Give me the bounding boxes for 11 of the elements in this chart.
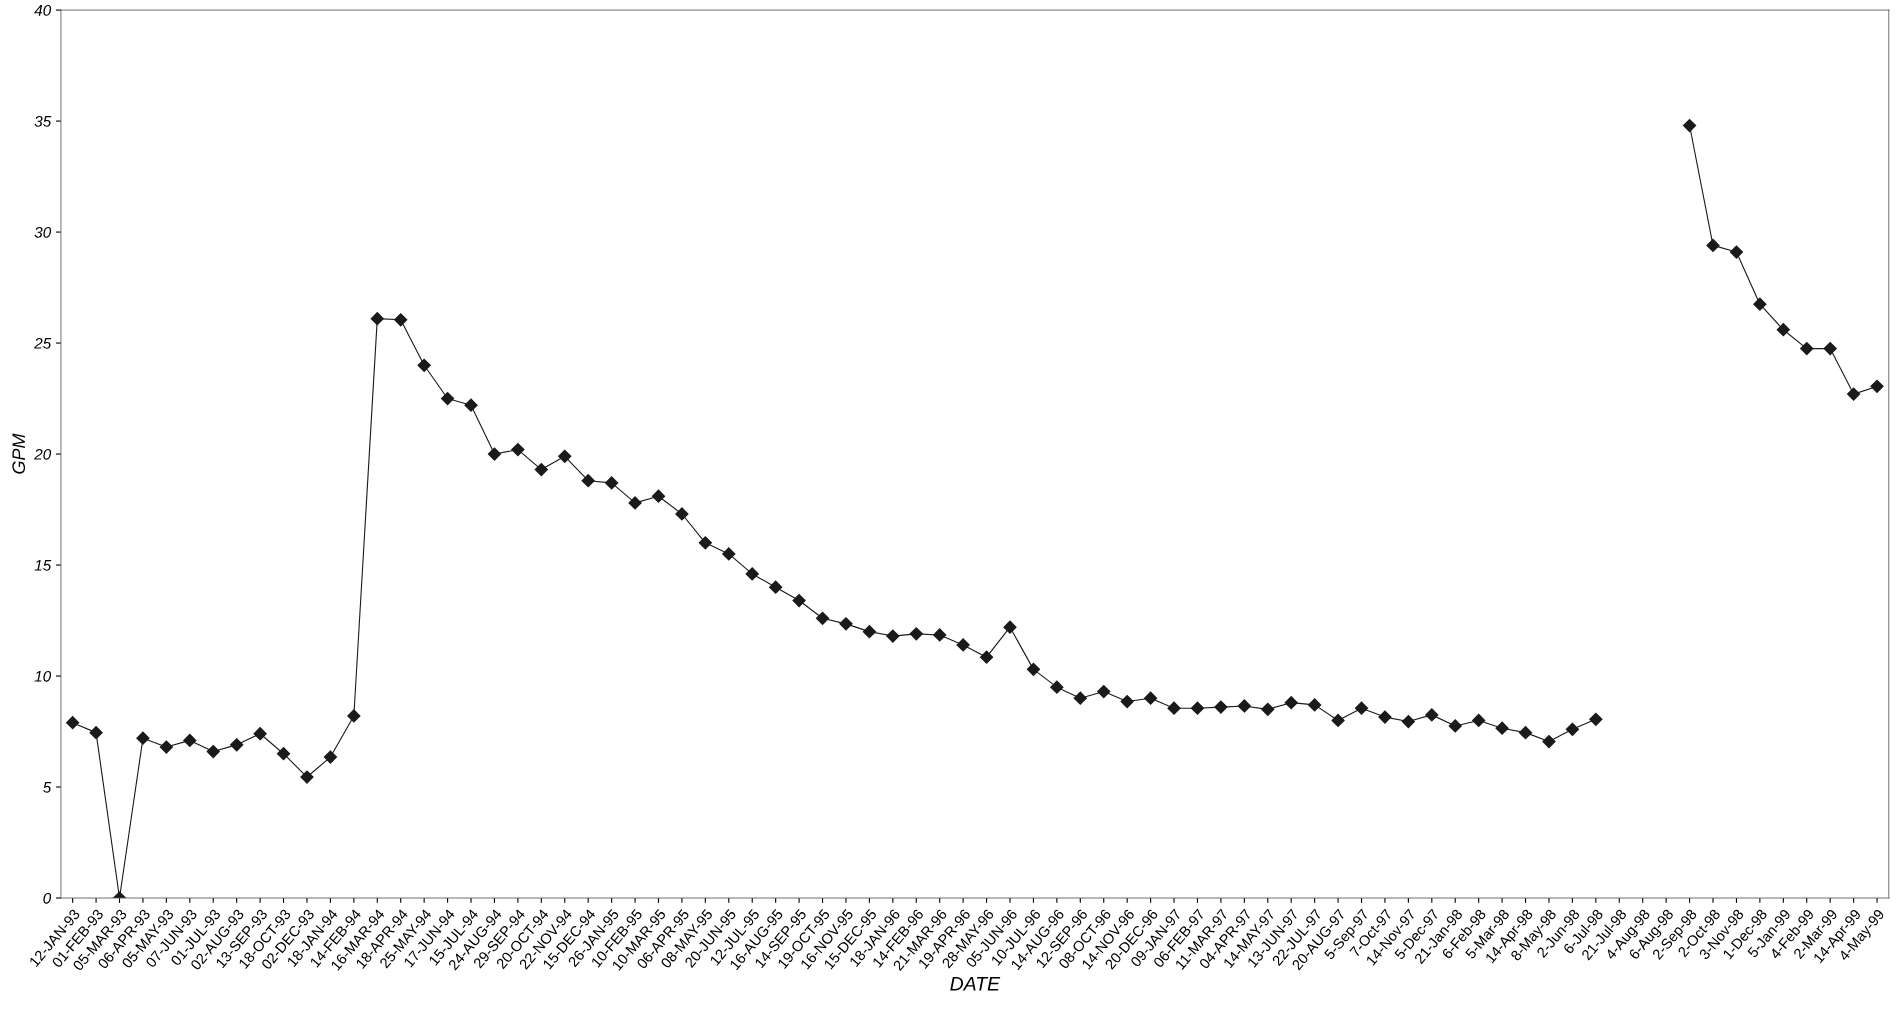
y-tick-label: 25 [34, 337, 52, 349]
y-tick-label: 5 [43, 782, 52, 793]
y-tick-label: 20 [34, 448, 52, 460]
y-tick-label: 30 [34, 226, 52, 238]
y-tick-label: 0 [43, 892, 52, 904]
y-tick-label: 40 [34, 4, 52, 16]
x-axis-title: DATE [950, 977, 1001, 991]
y-tick-label: 10 [34, 670, 52, 682]
y-axis-title: GPM [12, 433, 26, 474]
y-tick-label: 15 [34, 560, 52, 571]
y-tick-label: 35 [34, 115, 52, 127]
